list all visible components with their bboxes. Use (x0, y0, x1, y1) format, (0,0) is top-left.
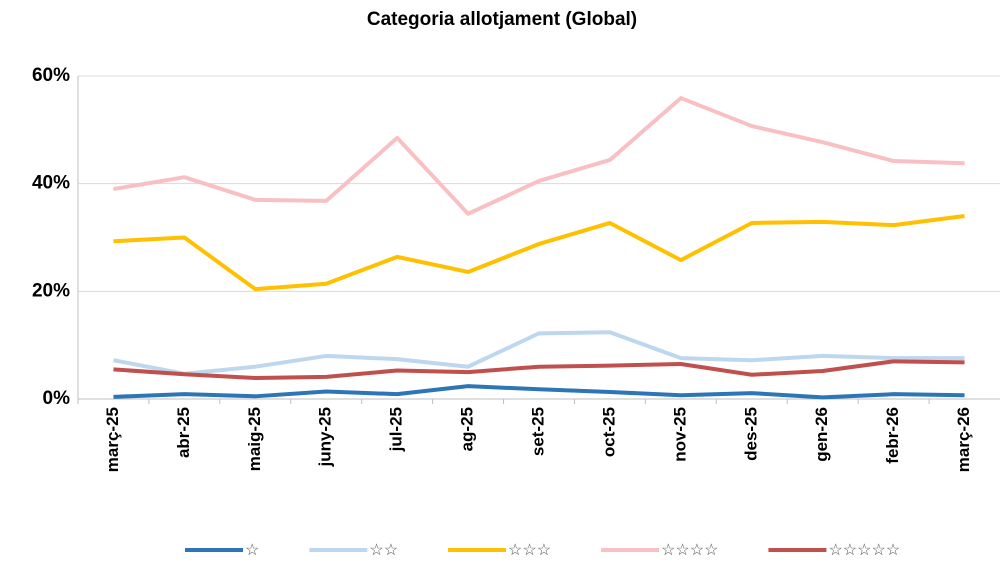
x-tick-label: abr-25 (174, 407, 193, 458)
x-tick-label: març-25 (103, 407, 122, 472)
x-tick-label: maig-25 (245, 407, 264, 471)
x-tick-label: jul-25 (387, 407, 406, 452)
legend-label: ☆☆ (369, 542, 398, 559)
x-tick-label: gen-26 (812, 407, 831, 462)
chart-title: Categoria allotjament (Global) (367, 9, 637, 30)
x-tick-label: des-25 (741, 407, 760, 461)
y-tick-label: 0% (43, 388, 71, 409)
series-line (113, 359, 965, 381)
x-tick-label: febr-26 (883, 407, 902, 464)
series-line (113, 330, 965, 376)
legend-label: ☆☆☆☆☆ (828, 542, 900, 559)
x-tick-label: set-25 (528, 407, 547, 456)
y-tick-label: 60% (32, 65, 70, 86)
x-tick-label: juny-25 (316, 407, 335, 468)
x-tick-label: març-26 (954, 407, 973, 472)
series-line (113, 96, 965, 216)
y-tick-label: 40% (32, 173, 70, 194)
legend-label: ☆ (245, 542, 259, 559)
x-tick-label: nov-25 (670, 407, 689, 462)
series-line (113, 213, 965, 292)
y-tick-label: 20% (32, 280, 70, 301)
x-tick-label: oct-25 (599, 407, 618, 457)
series-line (113, 384, 965, 400)
legend-label: ☆☆☆ (508, 542, 551, 559)
legend-label: ☆☆☆☆ (661, 542, 718, 559)
x-tick-label: ag-25 (458, 407, 477, 451)
